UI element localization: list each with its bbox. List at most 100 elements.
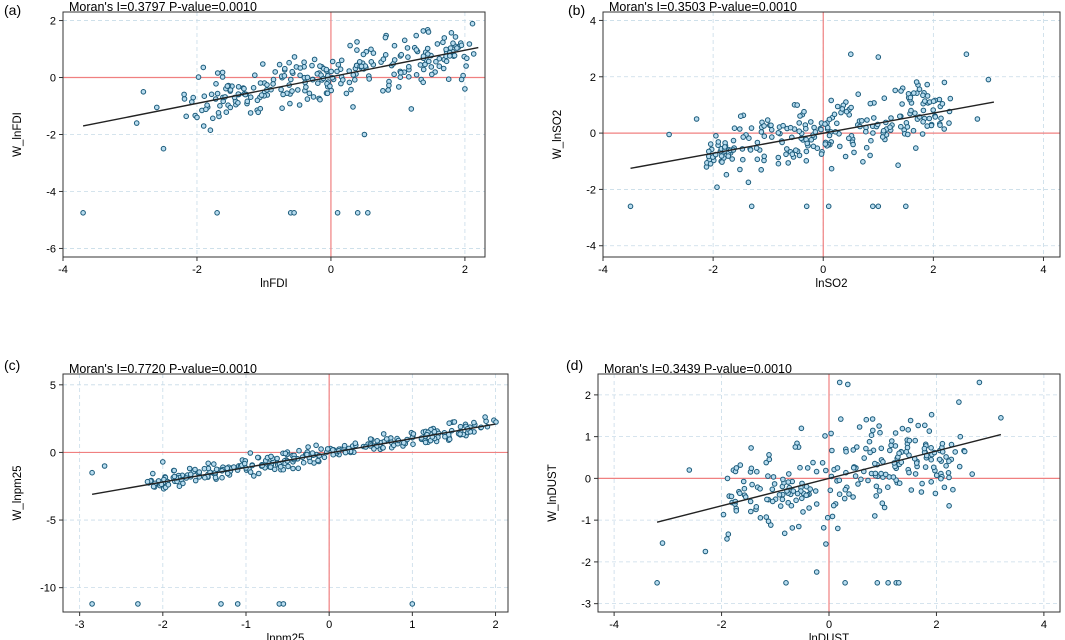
data-point [855, 481, 861, 487]
data-point [868, 137, 874, 144]
data-point [370, 50, 377, 56]
x-tick-label: -4 [609, 619, 619, 631]
data-point [804, 465, 811, 471]
data-point [323, 66, 330, 73]
data-point [255, 109, 262, 116]
data-point [758, 167, 765, 173]
data-point [374, 438, 381, 444]
data-point [254, 454, 261, 461]
data-point [871, 115, 877, 121]
data-point [908, 487, 915, 493]
data-point [241, 85, 247, 92]
data-point [950, 486, 956, 493]
data-point [765, 473, 771, 479]
data-point [808, 119, 814, 125]
data-point [247, 469, 254, 475]
data-point [270, 81, 276, 87]
x-tick-label: 4 [1041, 619, 1047, 631]
chart-panel-3: (c) Moran's I=0.7720 P-value=0.0010 -3 -2 -1… [4, 357, 509, 640]
data-point [807, 486, 814, 492]
data-point [422, 439, 429, 446]
data-point [946, 474, 952, 481]
scatter-points [80, 20, 477, 216]
data-point [428, 64, 435, 70]
data-point [724, 536, 730, 542]
data-point [769, 498, 776, 505]
data-point [217, 103, 223, 109]
data-point [214, 210, 220, 216]
data-point [860, 159, 866, 165]
data-point [257, 80, 264, 86]
data-point [885, 484, 891, 491]
data-point [896, 480, 903, 487]
data-point [291, 54, 298, 60]
data-point [268, 453, 274, 460]
data-point [863, 445, 869, 452]
data-point [820, 525, 827, 531]
data-point [780, 476, 786, 483]
data-point [436, 63, 443, 69]
data-point [829, 447, 835, 454]
data-point [882, 471, 889, 478]
data-point [304, 96, 311, 102]
data-point [470, 51, 477, 57]
plot-frame [602, 11, 1061, 258]
data-point [946, 120, 952, 126]
data-point [938, 115, 944, 122]
data-point [872, 470, 879, 477]
data-point [873, 493, 880, 499]
data-point [311, 56, 318, 63]
data-point [340, 77, 346, 83]
data-point [285, 463, 291, 470]
data-point [913, 145, 919, 151]
data-point [818, 126, 824, 133]
data-point [380, 88, 386, 94]
data-point [338, 57, 345, 64]
data-point [287, 100, 293, 107]
data-point [879, 134, 886, 140]
data-point [831, 111, 838, 118]
data-point [313, 442, 319, 449]
data-point [447, 45, 454, 51]
x-tick-label: -4 [58, 264, 68, 276]
data-point [247, 110, 254, 116]
data-point [880, 459, 886, 465]
data-point [307, 458, 313, 465]
chart-title: Moran's I=0.3797 P-value=0.0010 [69, 0, 257, 14]
data-point [300, 459, 307, 466]
data-point [905, 131, 911, 138]
data-point [794, 102, 801, 108]
data-point [746, 135, 752, 141]
data-point [878, 445, 885, 452]
data-point [317, 63, 323, 69]
y-tick-label: -2 [581, 557, 591, 569]
y-tick-label: -10 [40, 583, 56, 595]
data-point [933, 472, 940, 479]
data-point [406, 74, 412, 80]
data-point [834, 103, 841, 110]
x-tick-label: 4 [1040, 264, 1046, 276]
x-tick-label: -4 [598, 264, 608, 276]
data-point [382, 52, 389, 58]
data-point [926, 115, 933, 122]
data-point [213, 81, 219, 87]
data-point [380, 56, 387, 63]
data-point [303, 84, 309, 90]
data-point [408, 106, 415, 112]
data-point [443, 58, 450, 65]
data-point [301, 59, 307, 66]
data-point [952, 449, 959, 455]
data-point [192, 477, 199, 484]
data-point [321, 454, 328, 461]
data-point [926, 428, 933, 434]
data-point [875, 203, 882, 210]
data-point [180, 480, 186, 487]
data-point [442, 433, 448, 440]
data-point [282, 450, 289, 457]
data-point [210, 115, 216, 122]
data-point [892, 430, 899, 436]
data-point [899, 425, 906, 432]
data-point [808, 137, 815, 143]
data-point [450, 40, 456, 47]
data-point [730, 137, 737, 144]
